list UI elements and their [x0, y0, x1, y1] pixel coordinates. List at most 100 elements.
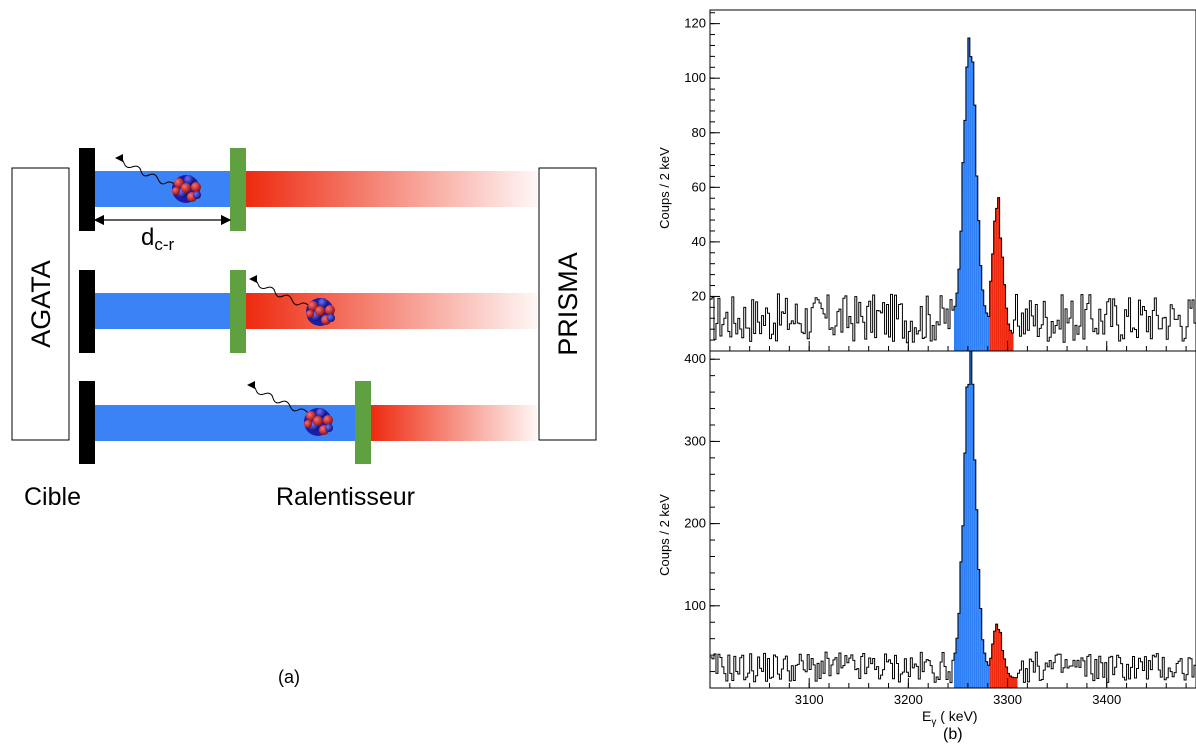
- peak-bin: [967, 38, 970, 351]
- peak-bin: [961, 525, 964, 688]
- gamma-ray: [247, 381, 309, 414]
- peak-bin: [985, 661, 988, 688]
- peak-bin: [959, 561, 962, 688]
- peak-bin: [967, 384, 970, 688]
- histogram-outline: [709, 37, 1196, 351]
- peak-bin: [997, 197, 1000, 351]
- y-tick-label: 100: [684, 70, 706, 85]
- peak-bin: [979, 608, 982, 688]
- geometry-row-2: [79, 270, 537, 353]
- peak-bin: [979, 265, 982, 351]
- peak-bin: [963, 120, 966, 352]
- plot-frame: [709, 9, 1196, 352]
- x-tick-label: 3100: [795, 692, 824, 707]
- peak-bin: [953, 653, 956, 688]
- peak-bin: [987, 665, 990, 688]
- ion-nucleus: [172, 175, 201, 203]
- peak-bin: [975, 509, 978, 688]
- degrader-foil: [355, 381, 371, 464]
- peak-bin: [1011, 677, 1014, 688]
- geometry-row-1: dc-r: [79, 148, 537, 254]
- peak-bin: [999, 237, 1002, 351]
- x-tick-label: 3200: [894, 692, 923, 707]
- peak-bin: [1009, 675, 1012, 688]
- peak-bin: [983, 653, 986, 688]
- panel-b-spectra: 20 40 60 80 100 120 Coups / 2 keV 100 200 300 40…: [657, 9, 1196, 743]
- peak-bin: [985, 313, 988, 351]
- peak-bin: [957, 269, 960, 351]
- y-tick-label: 200: [684, 516, 706, 531]
- peak-bin: [973, 105, 976, 351]
- peak-bin: [969, 351, 972, 688]
- panel-a-label: (a): [278, 667, 300, 687]
- x-tick-label: 3300: [993, 692, 1022, 707]
- peak-bin: [971, 384, 974, 688]
- peak-bin: [975, 176, 978, 351]
- peak-bin: [989, 281, 992, 351]
- y-tick-label: 40: [692, 234, 706, 249]
- y-tick-label: 80: [692, 125, 706, 140]
- peak-bin: [993, 221, 996, 351]
- peak-bin: [1015, 677, 1018, 688]
- peak-bin: [1005, 308, 1008, 351]
- x-axis-label: Eγ ( keV): [922, 708, 978, 728]
- peak-bin: [959, 231, 962, 351]
- red-beam: [246, 293, 537, 329]
- peak-bin: [1007, 323, 1010, 351]
- y-tick-label: 400: [684, 351, 706, 366]
- prisma-label: PRISMA: [553, 252, 583, 356]
- target-foil: [79, 148, 95, 231]
- agata-label: AGATA: [26, 260, 56, 348]
- peak-bin: [1011, 333, 1014, 351]
- peak-bin: [965, 67, 968, 351]
- peak-bin: [995, 208, 998, 351]
- peak-bin: [995, 624, 998, 688]
- peak-bin: [953, 306, 956, 351]
- peak-bin: [1001, 650, 1004, 688]
- panel-b-label: (b): [943, 726, 963, 743]
- degrader-foil: [230, 148, 246, 231]
- y-axis-label: Coups / 2 keV: [657, 494, 672, 576]
- peak-bin: [991, 253, 994, 351]
- plot-frame: [709, 350, 1196, 689]
- gamma-ray: [249, 275, 311, 308]
- distance-label: dc-r: [141, 224, 175, 254]
- peak-bin: [973, 459, 976, 688]
- peak-bin: [1003, 284, 1006, 351]
- peak-bin: [997, 629, 1000, 688]
- peak-bin: [1001, 257, 1004, 351]
- y-tick-label: 60: [692, 179, 706, 194]
- peak-bin: [961, 162, 964, 351]
- peak-bin: [981, 639, 984, 688]
- spectrum-top: 20 40 60 80 100 120 Coups / 2 keV: [657, 9, 1196, 352]
- peak-bin: [983, 305, 986, 351]
- target-label: Cible: [24, 483, 81, 511]
- red-beam: [371, 405, 537, 441]
- peak-bin: [957, 613, 960, 688]
- peak-bin: [977, 569, 980, 688]
- peak-bin: [1009, 330, 1012, 351]
- x-tick-label: 3400: [1092, 692, 1121, 707]
- prisma-box: [538, 167, 597, 441]
- ion-nucleus: [304, 408, 333, 436]
- peak-bin: [969, 56, 972, 351]
- panel-a-diagram: AGATA PRISMA dc-r: [11, 148, 597, 687]
- peak-bin: [1013, 677, 1016, 688]
- peak-bin: [1007, 673, 1010, 688]
- peak-bin: [963, 452, 966, 688]
- agata-box: [11, 167, 70, 441]
- spectrum-bottom: 100 200 300 400 3100 3200 3300 3400 Coups / 2 k…: [657, 350, 1196, 728]
- y-tick-label: 300: [684, 433, 706, 448]
- y-tick-label: 20: [692, 288, 706, 303]
- blue-beam: [92, 293, 231, 329]
- peak-bin: [965, 386, 968, 688]
- peak-bin: [1003, 658, 1006, 688]
- y-tick-label: 100: [684, 598, 706, 613]
- peak-bin: [991, 644, 994, 688]
- peak-bin: [1005, 667, 1008, 688]
- peak-bin: [955, 638, 958, 688]
- gamma-ray: [115, 154, 177, 187]
- peak-bin: [989, 658, 992, 688]
- degrader-foil: [230, 270, 246, 353]
